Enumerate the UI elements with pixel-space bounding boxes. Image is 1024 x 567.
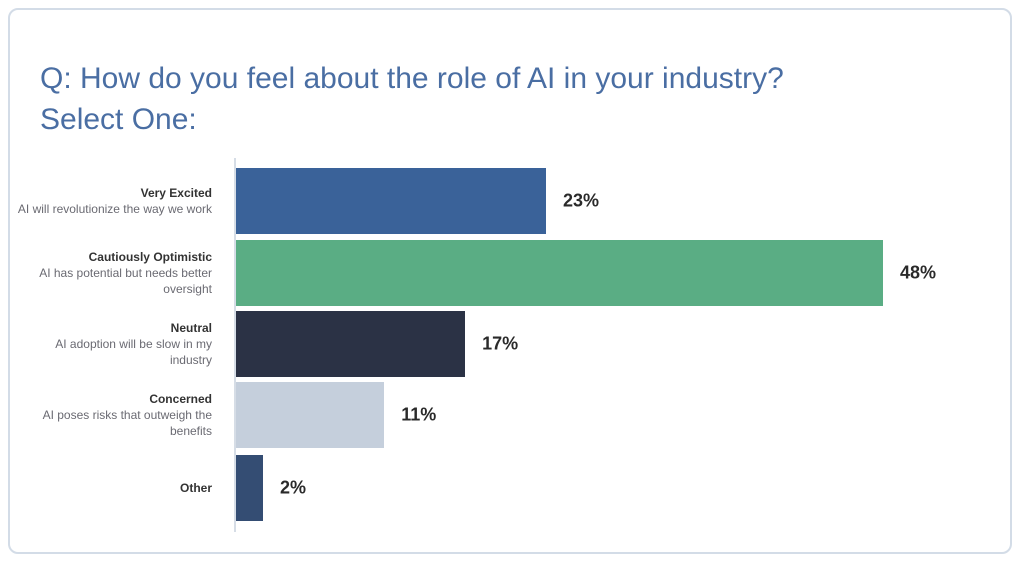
category-label: Concerned AI poses risks that outweigh th… <box>12 391 212 439</box>
category-name: Other <box>179 481 212 495</box>
value-label: 11% <box>401 404 437 425</box>
category-description: AI has potential but needs better oversi… <box>39 266 212 296</box>
bar <box>236 240 884 306</box>
bar-row: Other 2% <box>0 455 1024 521</box>
value-label: 48% <box>900 262 937 283</box>
bar-row: Cautiously Optimistic AI has potential bu… <box>0 240 1024 306</box>
title-line-2: Select One: <box>40 103 197 136</box>
bar <box>236 311 466 377</box>
title-line-1: Q: How do you feel about the role of AI … <box>40 62 784 95</box>
category-label: Cautiously Optimistic AI has potential bu… <box>12 249 212 297</box>
category-name: Concerned <box>149 392 212 406</box>
category-label: Neutral AI adoption will be slow in my in… <box>12 320 212 368</box>
bar <box>236 168 547 234</box>
category-description: AI poses risks that outweigh the benefit… <box>42 408 212 438</box>
bar <box>236 455 263 521</box>
bar-row: Very Excited AI will revolutionize the wa… <box>0 168 1024 234</box>
category-label: Very Excited AI will revolutionize the wa… <box>12 185 212 217</box>
bar <box>236 382 385 448</box>
category-description: AI will revolutionize the way we work <box>17 202 212 216</box>
category-description: AI adoption will be slow in my industry <box>55 337 212 367</box>
y-axis-line <box>234 158 236 532</box>
bar-row: Neutral AI adoption will be slow in my in… <box>0 311 1024 377</box>
chart-card <box>8 8 1012 554</box>
category-label: Other <box>12 480 212 496</box>
category-name: Very Excited <box>140 186 212 200</box>
category-name: Neutral <box>170 321 212 335</box>
chart-title: Q: How do you feel about the role of AI … <box>40 58 784 140</box>
bar-row: Concerned AI poses risks that outweigh th… <box>0 382 1024 448</box>
value-label: 2% <box>279 477 306 498</box>
value-label: 17% <box>482 333 519 354</box>
category-name: Cautiously Optimistic <box>88 250 212 264</box>
value-label: 23% <box>563 190 600 211</box>
